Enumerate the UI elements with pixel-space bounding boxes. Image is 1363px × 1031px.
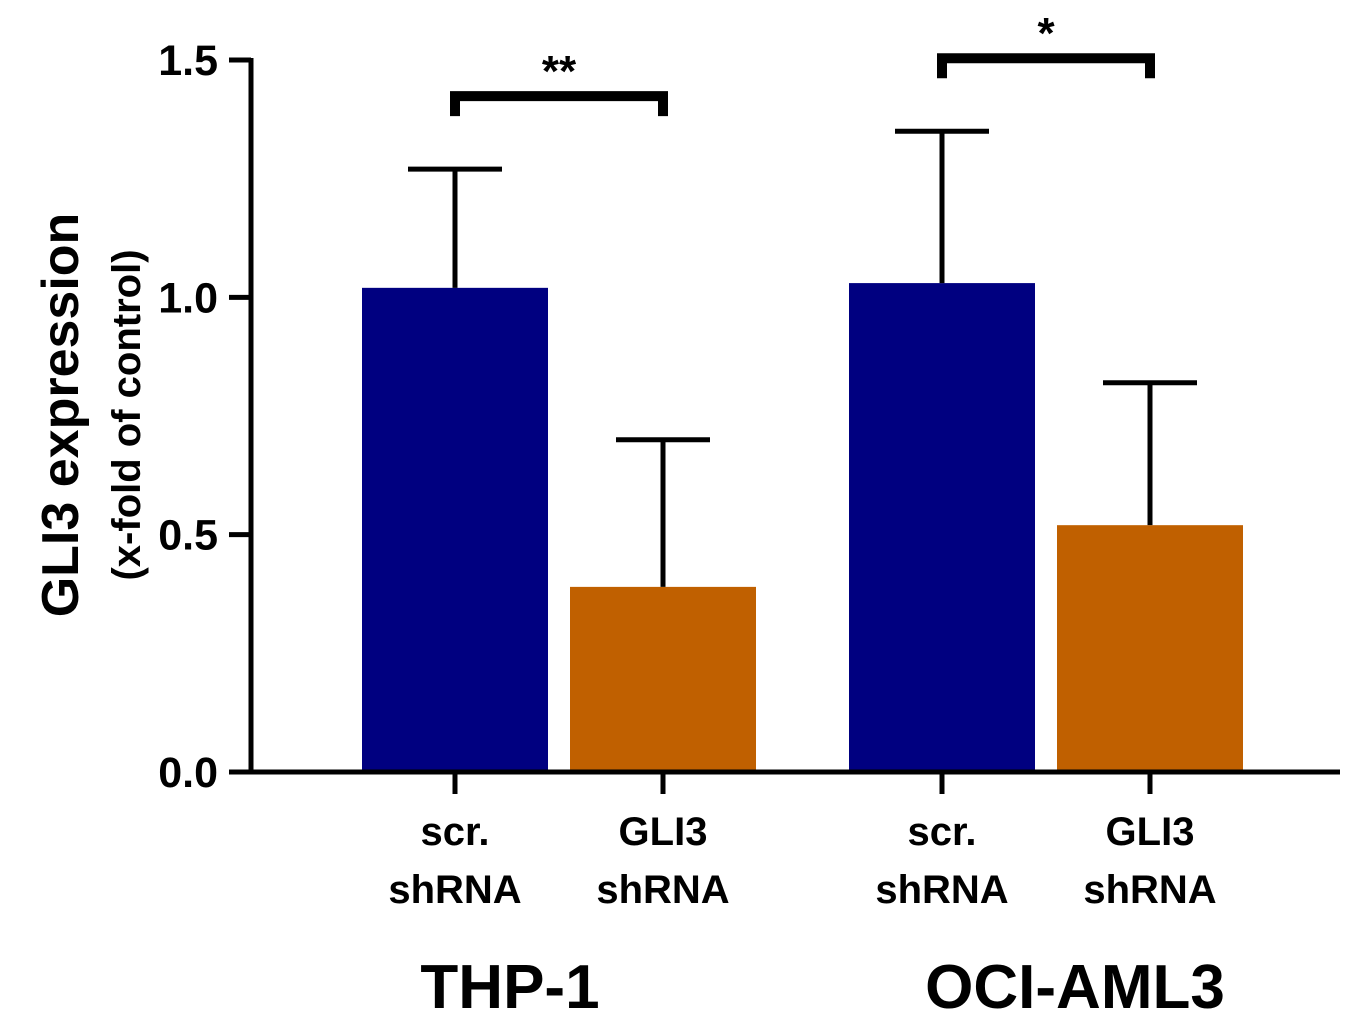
y-axis-sublabel: (x-fold of control) bbox=[105, 249, 149, 580]
x-tick-label: GLI3 bbox=[1106, 810, 1195, 854]
y-tick-label: 1.0 bbox=[158, 274, 218, 322]
x-tick-label: GLI3 bbox=[619, 810, 708, 854]
plot-area: scr. shRNA GLI3 shRNA ** THP-1 scr. shRNA GLI3 sh… bbox=[158, 9, 1340, 1022]
x-tick-label: shRNA bbox=[1083, 868, 1216, 912]
y-tick-label: 0.0 bbox=[158, 749, 218, 797]
x-tick-label: scr. bbox=[421, 810, 490, 854]
y-tick-label: 1.5 bbox=[158, 37, 218, 85]
y-axis-label: GLI3 expression bbox=[32, 213, 90, 618]
y-tick-label: 0.5 bbox=[158, 512, 218, 560]
y-axis-label-group: GLI3 expression (x-fold of control) bbox=[32, 213, 149, 618]
bar bbox=[1057, 525, 1243, 772]
significance-marker: * bbox=[1037, 9, 1055, 58]
x-tick-label: shRNA bbox=[875, 868, 1008, 912]
bar bbox=[362, 287, 548, 772]
bar bbox=[849, 283, 1035, 772]
group-label: THP-1 bbox=[420, 953, 599, 1022]
significance-bracket bbox=[937, 53, 1155, 79]
x-tick-label: shRNA bbox=[388, 868, 521, 912]
significance-marker: ** bbox=[542, 47, 577, 96]
x-tick-label: shRNA bbox=[596, 868, 729, 912]
significance-bracket bbox=[450, 91, 668, 117]
group-label: OCI-AML3 bbox=[925, 953, 1225, 1022]
x-tick-label: scr. bbox=[908, 810, 977, 854]
bar bbox=[570, 586, 756, 772]
